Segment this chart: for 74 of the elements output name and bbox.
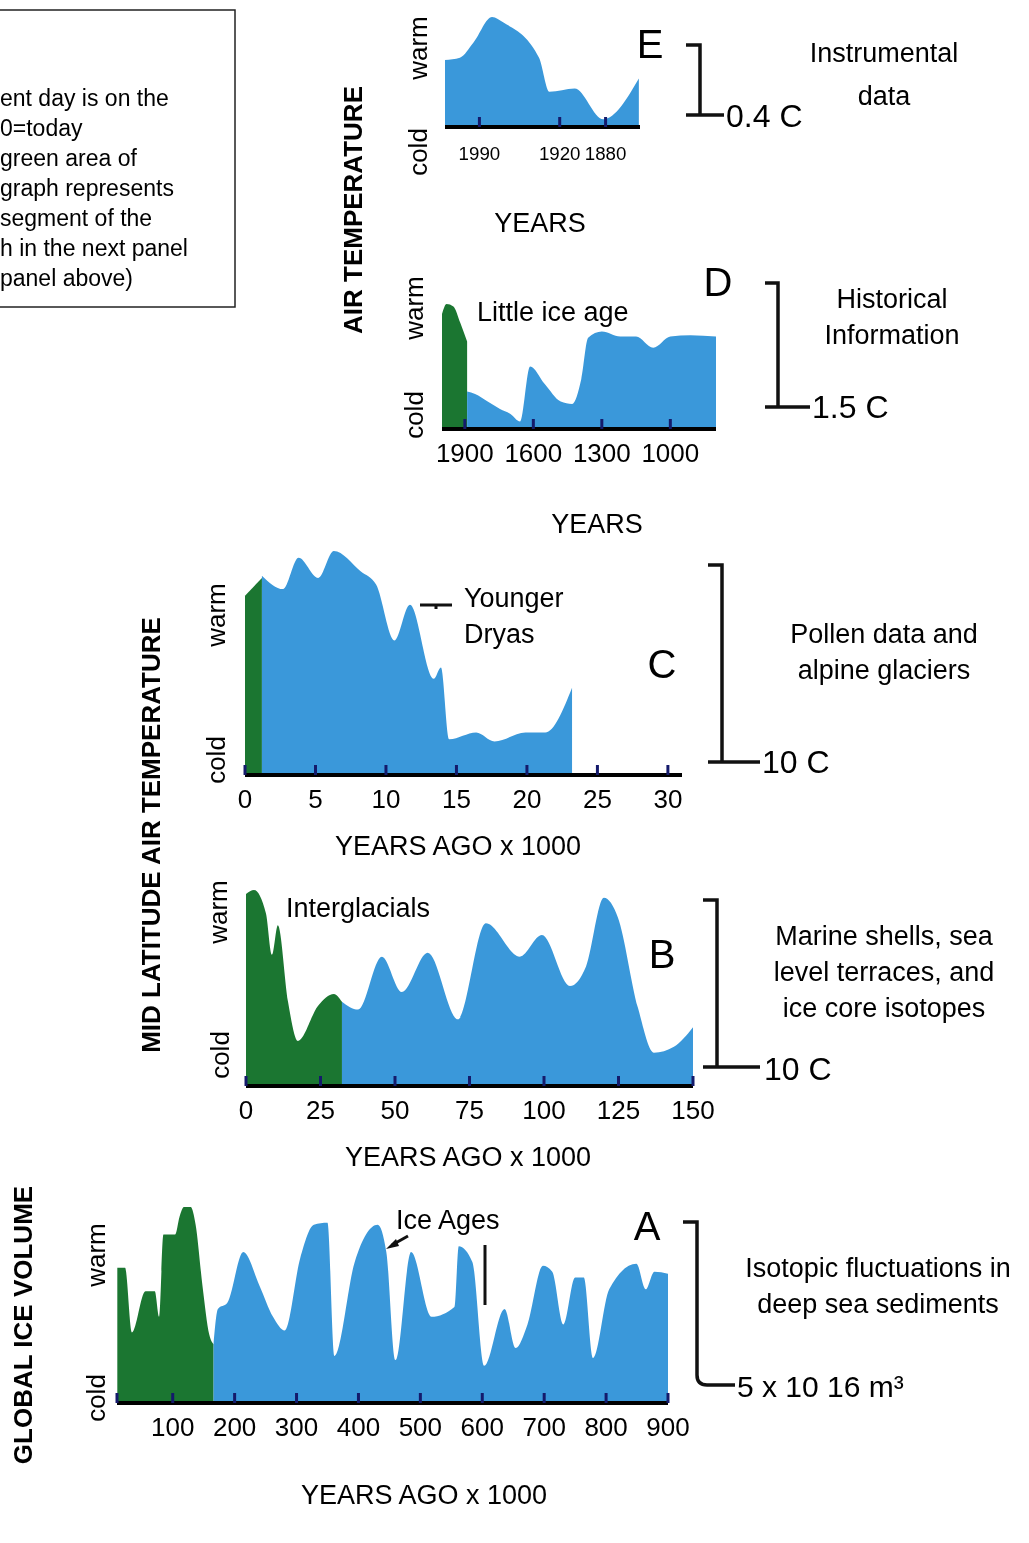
text: warm — [202, 880, 233, 945]
annotation: Younger Dryas — [464, 583, 564, 649]
y-axis-title: MID LATITUDE AIR TEMPERATURE — [136, 617, 166, 1053]
x-tick-label: 5 — [308, 784, 323, 814]
x-tick-label: 150 — [671, 1095, 715, 1125]
x-axis-title: YEARS AGO x 1000 — [334, 831, 582, 861]
x-tick-label: 25 — [582, 784, 612, 814]
text: graph represents — [0, 175, 174, 201]
x-tick-label: 600 — [460, 1412, 504, 1442]
x-tick-label: 10 — [371, 784, 401, 814]
x-tick-label: 0 — [237, 784, 253, 814]
x-tick-label: 20 — [512, 784, 542, 814]
text: Instrumental data — [809, 38, 959, 111]
text: 1.5 C — [812, 389, 889, 425]
text: warm — [398, 276, 429, 341]
x-tick-label: 75 — [455, 1095, 484, 1125]
text: Historical Information — [824, 284, 960, 350]
x-tick-label: 0 — [238, 1095, 254, 1125]
x-tick-label: 125 — [596, 1095, 641, 1125]
x-tick-label: 1000 — [641, 438, 700, 468]
x-axis-title: YEARS — [551, 509, 643, 539]
text: panel above) — [0, 265, 133, 291]
text: warm — [402, 16, 433, 81]
x-tick-label: 1920 — [538, 143, 581, 164]
x-tick-label: 1900 — [435, 438, 494, 468]
text: cold — [402, 128, 433, 176]
text: warm — [200, 583, 231, 648]
x-tick-label: 1300 — [572, 438, 631, 468]
text: cold — [80, 1374, 111, 1422]
text: h in the next panel — [0, 235, 188, 261]
text: 10 C — [764, 1051, 832, 1087]
text: cold — [204, 1031, 235, 1079]
text: Pollen data and alpine glaciers — [790, 619, 978, 685]
text: cold — [200, 736, 231, 784]
x-tick-label: 100 — [151, 1412, 195, 1442]
text: segment of the — [0, 205, 153, 231]
x-tick-label: 900 — [646, 1412, 690, 1442]
x-tick-label: 1880 — [584, 143, 627, 164]
x-tick-label: 1600 — [504, 438, 563, 468]
y-axis-title: GLOBAL ICE VOLUME — [8, 1185, 38, 1465]
annotation: C — [647, 642, 677, 686]
x-tick-label: 25 — [306, 1095, 335, 1125]
text: 0.4 C — [726, 98, 803, 134]
annotation: E — [636, 22, 664, 66]
x-tick-label: 800 — [584, 1412, 628, 1442]
annotation: A — [633, 1204, 661, 1248]
x-axis-title: YEARS AGO x 1000 — [344, 1142, 592, 1172]
x-tick-label: 50 — [380, 1095, 410, 1125]
text: Isotopic fluctuations in deep sea sediments — [745, 1253, 1011, 1319]
text: 10 C — [762, 744, 830, 780]
x-tick-label: 100 — [522, 1095, 566, 1125]
annotation: Interglacials — [286, 893, 431, 923]
text: 5 x 10 16 m³ — [737, 1370, 904, 1403]
x-tick-label: 700 — [522, 1412, 566, 1442]
x-tick-label: 15 — [441, 784, 471, 814]
x-tick-label: 200 — [212, 1412, 257, 1442]
x-tick-label: 1990 — [458, 143, 501, 164]
x-tick-label: 500 — [398, 1412, 443, 1442]
text: 0=today — [0, 115, 83, 141]
text: green area of — [0, 145, 138, 171]
text: cold — [398, 391, 429, 439]
x-axis-title: YEARS — [494, 208, 586, 238]
x-tick-label: 400 — [336, 1412, 381, 1442]
x-axis-title: YEARS AGO x 1000 — [300, 1480, 548, 1510]
annotation: D — [703, 260, 733, 304]
annotation: Little ice age — [477, 297, 629, 327]
text: ent day is on the — [0, 85, 169, 111]
x-tick-label: 300 — [274, 1412, 319, 1442]
y-axis-title: AIR TEMPERATURE — [338, 86, 368, 334]
annotation: Ice Ages — [396, 1205, 500, 1235]
text: Marine shells, sea level terraces, and ice core isotopes — [773, 921, 995, 1023]
x-tick-label: 30 — [653, 784, 683, 814]
annotation: B — [648, 932, 676, 976]
text: warm — [80, 1223, 111, 1288]
